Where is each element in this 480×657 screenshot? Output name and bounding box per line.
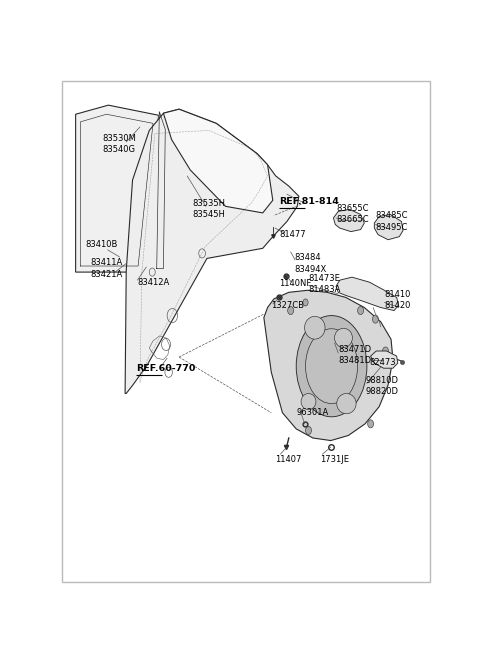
Text: 81477: 81477 [279, 230, 306, 239]
Text: 83485C
83495C: 83485C 83495C [375, 212, 408, 231]
Circle shape [383, 347, 388, 355]
Ellipse shape [296, 315, 367, 417]
Polygon shape [76, 105, 158, 272]
Text: REF.60-770: REF.60-770 [136, 364, 196, 373]
Text: REF.81-814: REF.81-814 [279, 196, 339, 206]
Text: 1731JE: 1731JE [321, 455, 349, 464]
Text: 83655C
83665C: 83655C 83665C [336, 204, 369, 225]
Polygon shape [125, 109, 299, 394]
Text: 83412A: 83412A [137, 278, 169, 287]
Polygon shape [156, 112, 165, 269]
Polygon shape [264, 290, 393, 441]
Text: 81473E
81483A: 81473E 81483A [309, 274, 341, 294]
Text: 83411A
83421A: 83411A 83421A [91, 258, 123, 279]
Text: 96301A: 96301A [296, 408, 328, 417]
Text: 83530M
83540G: 83530M 83540G [103, 133, 137, 154]
Ellipse shape [337, 394, 356, 414]
Circle shape [288, 306, 294, 315]
Ellipse shape [301, 394, 316, 410]
Text: 11407: 11407 [275, 455, 301, 464]
Circle shape [368, 420, 373, 428]
Text: 98810D
98820D: 98810D 98820D [366, 376, 399, 396]
Polygon shape [334, 210, 364, 232]
Circle shape [372, 315, 378, 323]
Ellipse shape [335, 328, 352, 348]
Ellipse shape [305, 328, 358, 403]
Text: 81410
81420: 81410 81420 [384, 290, 411, 311]
Text: 1140NF: 1140NF [279, 279, 312, 288]
Text: 82473: 82473 [370, 357, 396, 367]
Polygon shape [371, 351, 398, 368]
Circle shape [305, 426, 312, 434]
Polygon shape [374, 214, 403, 240]
Text: 83484
83494X: 83484 83494X [294, 254, 326, 273]
Text: 83471D
83481D: 83471D 83481D [338, 344, 372, 365]
Circle shape [303, 299, 308, 306]
Text: 83535H
83545H: 83535H 83545H [192, 199, 225, 219]
Polygon shape [163, 109, 273, 213]
Ellipse shape [305, 317, 325, 339]
Polygon shape [336, 277, 398, 311]
Circle shape [358, 306, 363, 315]
Text: 83410B: 83410B [85, 240, 118, 249]
Text: 1327CB: 1327CB [271, 301, 304, 310]
